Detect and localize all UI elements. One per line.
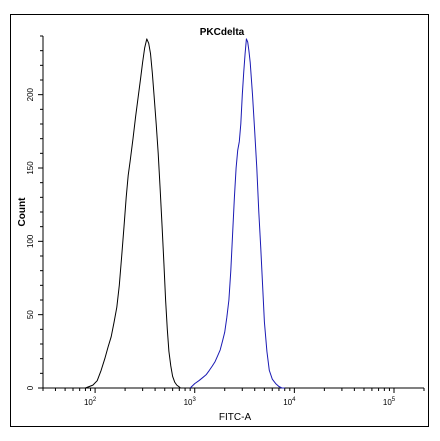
series-layer [85, 38, 285, 389]
x-tick-base: 10 [84, 398, 93, 407]
y-axis-label: Count [17, 197, 28, 227]
x-tick-base: 10 [383, 398, 392, 407]
x-tick-exponent: 4 [292, 397, 296, 403]
x-ticks: 102 103 104 105 [42, 388, 425, 407]
x-tick-label: 105 [383, 397, 396, 407]
x-tick-base: 10 [283, 398, 292, 407]
x-tick-label: 104 [283, 397, 296, 407]
y-tick-label: 50 [26, 310, 35, 319]
chart-title: PKCdelta [200, 27, 245, 38]
y-ticks: 0 50 100 150 200 [26, 35, 43, 390]
x-tick-exponent: 3 [193, 397, 197, 403]
y-tick-label: 200 [26, 87, 35, 101]
x-tick-label: 103 [184, 397, 197, 407]
y-tick-label: 150 [26, 161, 35, 175]
x-axis-label: FITC-A [219, 412, 252, 423]
histogram-series-1 [85, 38, 186, 389]
x-tick-base: 10 [184, 398, 193, 407]
chart-frame [10, 14, 429, 427]
histogram-series-2 [189, 38, 285, 389]
x-tick-exponent: 2 [93, 397, 97, 403]
y-tick-label: 100 [26, 234, 35, 248]
x-tick-exponent: 5 [392, 397, 396, 403]
y-tick-label: 0 [26, 385, 35, 390]
x-tick-label: 102 [84, 397, 97, 407]
